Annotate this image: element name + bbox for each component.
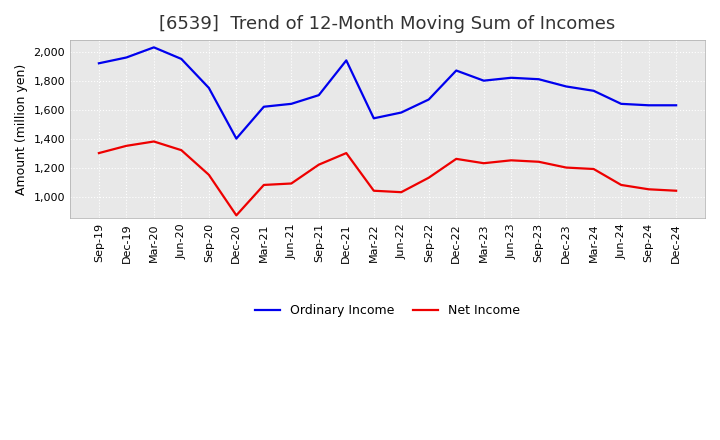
- Line: Net Income: Net Income: [99, 142, 676, 215]
- Ordinary Income: [122, 55, 131, 60]
- Ordinary Income: [562, 84, 570, 89]
- Ordinary Income: [150, 45, 158, 50]
- Net Income: [259, 182, 268, 187]
- Ordinary Income: [424, 97, 433, 102]
- Ordinary Income: [204, 85, 213, 91]
- Ordinary Income: [452, 68, 461, 73]
- Net Income: [122, 143, 131, 148]
- Net Income: [507, 158, 516, 163]
- Net Income: [644, 187, 653, 192]
- Ordinary Income: [590, 88, 598, 93]
- Ordinary Income: [287, 101, 296, 106]
- Net Income: [424, 175, 433, 180]
- Net Income: [617, 182, 626, 187]
- Net Income: [315, 162, 323, 167]
- Net Income: [397, 190, 405, 195]
- Net Income: [177, 147, 186, 153]
- Ordinary Income: [369, 116, 378, 121]
- Ordinary Income: [94, 61, 103, 66]
- Ordinary Income: [617, 101, 626, 106]
- Y-axis label: Amount (million yen): Amount (million yen): [15, 63, 28, 195]
- Legend: Ordinary Income, Net Income: Ordinary Income, Net Income: [250, 299, 525, 323]
- Net Income: [534, 159, 543, 165]
- Net Income: [204, 172, 213, 177]
- Net Income: [480, 161, 488, 166]
- Ordinary Income: [534, 77, 543, 82]
- Net Income: [342, 150, 351, 156]
- Net Income: [150, 139, 158, 144]
- Ordinary Income: [507, 75, 516, 81]
- Ordinary Income: [232, 136, 240, 141]
- Net Income: [672, 188, 680, 193]
- Title: [6539]  Trend of 12-Month Moving Sum of Incomes: [6539] Trend of 12-Month Moving Sum of I…: [159, 15, 616, 33]
- Net Income: [562, 165, 570, 170]
- Ordinary Income: [342, 58, 351, 63]
- Net Income: [232, 213, 240, 218]
- Ordinary Income: [397, 110, 405, 115]
- Net Income: [287, 181, 296, 186]
- Ordinary Income: [315, 92, 323, 98]
- Net Income: [590, 166, 598, 172]
- Ordinary Income: [672, 103, 680, 108]
- Net Income: [369, 188, 378, 193]
- Net Income: [452, 156, 461, 161]
- Ordinary Income: [259, 104, 268, 110]
- Ordinary Income: [177, 56, 186, 62]
- Ordinary Income: [480, 78, 488, 83]
- Ordinary Income: [644, 103, 653, 108]
- Line: Ordinary Income: Ordinary Income: [99, 48, 676, 139]
- Net Income: [94, 150, 103, 156]
